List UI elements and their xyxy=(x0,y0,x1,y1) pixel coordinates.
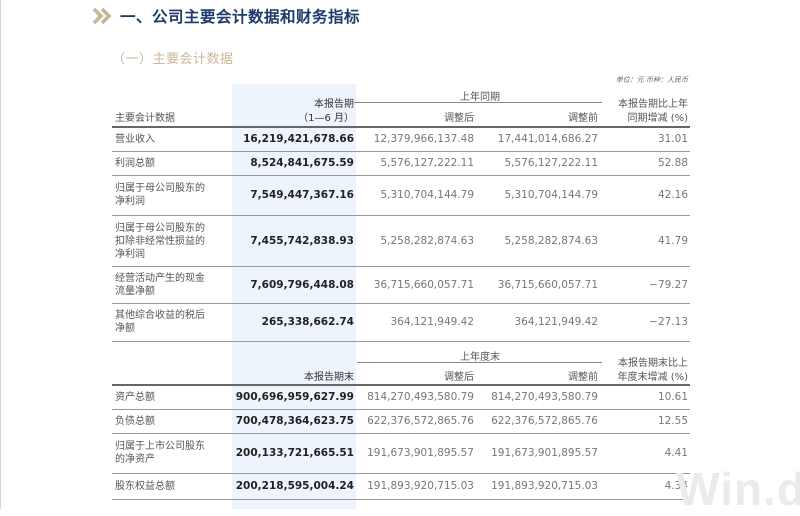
before-adjust-value: 191,893,920,715.03 xyxy=(491,480,598,492)
current-value: 7,455,742,838.93 xyxy=(250,235,354,247)
row-label: 负债总额 xyxy=(115,415,155,427)
table-rule xyxy=(112,384,690,386)
adjusted-value: 191,673,901,895.57 xyxy=(367,447,474,459)
header-group-rule xyxy=(357,362,602,363)
adjusted-value: 5,310,704,144.79 xyxy=(380,189,474,201)
change-percent: 4.34 xyxy=(664,480,688,492)
row-label: 营业收入 xyxy=(115,133,155,145)
row-label: 归属于母公司股东的 净利润 xyxy=(115,183,205,207)
before-adjust-value: 5,258,282,874.63 xyxy=(504,235,598,247)
current-value: 200,218,595,004.24 xyxy=(235,480,354,492)
adjusted-value: 36,715,660,057.71 xyxy=(373,279,474,291)
row-label: 资产总额 xyxy=(115,391,155,403)
row-label: 归属于上市公司股东 的净资产 xyxy=(115,441,205,465)
section-heading: 一、公司主要会计数据和财务指标 xyxy=(92,4,360,28)
header-current-period-range: （1—6 月） xyxy=(298,113,354,124)
before-adjust-value: 814,270,493,580.79 xyxy=(491,391,598,403)
table-row: 归属于母公司股东的 净利润 7,549,447,367.16 5,310,704… xyxy=(112,176,690,214)
table-rule xyxy=(112,303,690,304)
change-percent: −27.13 xyxy=(649,316,688,328)
table-rule xyxy=(112,499,690,500)
section-title: 一、公司主要会计数据和财务指标 xyxy=(120,8,361,26)
change-percent: 4.41 xyxy=(664,447,688,459)
current-period-column-highlight xyxy=(232,84,356,509)
row-label: 利润总额 xyxy=(115,157,155,169)
before-adjust-value: 5,576,127,222.11 xyxy=(504,157,598,169)
table-row: 经营活动产生的现金 流量净额 7,609,796,448.08 36,715,6… xyxy=(112,267,690,303)
before-adjust-value: 191,673,901,895.57 xyxy=(491,447,598,459)
before-adjust-value: 5,310,704,144.79 xyxy=(504,189,598,201)
row-label: 归属于母公司股东的 扣除非经常性损益的 净利润 xyxy=(115,222,205,260)
table-row: 资产总额 900,696,959,627.99 814,270,493,580.… xyxy=(112,386,690,408)
current-value: 200,133,721,665.51 xyxy=(235,447,354,459)
before-adjust-value: 17,441,014,686.27 xyxy=(497,133,598,145)
adjusted-value: 5,576,127,222.11 xyxy=(380,157,474,169)
change-percent: 41.79 xyxy=(657,235,688,247)
adjusted-value: 12,379,966,137.48 xyxy=(373,133,474,145)
page-left-border xyxy=(0,0,1,509)
before-adjust-value: 622,376,572,865.76 xyxy=(491,415,598,427)
adjusted-value: 191,893,920,715.03 xyxy=(367,480,474,492)
table-row: 其他综合收益的税后 净额 265,338,662.74 364,121,949.… xyxy=(112,304,690,340)
change-percent: 52.88 xyxy=(657,157,688,169)
header-change-unit: 年度末增减 (%) xyxy=(617,372,688,383)
adjusted-value: 5,258,282,874.63 xyxy=(380,235,474,247)
table-rule xyxy=(112,215,690,216)
header-change-unit: 同期增减 (%) xyxy=(627,113,688,124)
table-rule xyxy=(112,266,690,267)
change-percent: 31.01 xyxy=(657,133,688,145)
adjusted-value: 814,270,493,580.79 xyxy=(367,391,474,403)
before-adjust-value: 36,715,660,057.71 xyxy=(497,279,598,291)
adjusted-value: 364,121,949.42 xyxy=(390,316,475,328)
table-row: 归属于母公司股东的 扣除非经常性损益的 净利润 7,455,742,838.93… xyxy=(112,216,690,266)
header-prior-year-end: 上年度末 xyxy=(460,352,500,363)
table-row: 归属于上市公司股东 的净资产 200,133,721,665.51 191,67… xyxy=(112,434,690,472)
table-rule xyxy=(112,341,690,342)
header-prior-period: 上年同期 xyxy=(460,92,500,103)
current-value: 700,478,364,623.75 xyxy=(235,415,354,427)
current-value: 16,219,421,678.66 xyxy=(243,133,354,145)
header-change: 本报告期末比上 xyxy=(618,358,688,369)
change-percent: −79.27 xyxy=(649,279,688,291)
row-label: 经营活动产生的现金 流量净额 xyxy=(115,273,205,297)
header-item: 主要会计数据 xyxy=(115,113,175,124)
change-percent: 12.55 xyxy=(657,415,688,427)
watermark: Win.d xyxy=(676,463,800,515)
adjusted-value: 622,376,572,865.76 xyxy=(367,415,474,427)
current-value: 7,609,796,448.08 xyxy=(250,279,354,291)
current-value: 7,549,447,367.16 xyxy=(250,189,354,201)
header-before-adjust: 调整前 xyxy=(568,113,598,124)
before-adjust-value: 364,121,949.42 xyxy=(514,316,599,328)
header-period-end: 本报告期末 xyxy=(304,372,354,383)
table-rule xyxy=(112,175,690,176)
subsection-title: （一）主要会计数据 xyxy=(112,52,234,67)
table-row: 利润总额 8,524,841,675.59 5,576,127,222.11 5… xyxy=(112,152,690,174)
row-label: 股东权益总额 xyxy=(115,480,175,492)
table-rule xyxy=(112,473,690,474)
change-percent: 10.61 xyxy=(657,391,688,403)
double-chevron-right-icon xyxy=(92,7,112,25)
row-label: 其他综合收益的税后 净额 xyxy=(115,310,205,334)
header-connector-rule xyxy=(354,102,360,103)
header-group-rule xyxy=(357,102,602,103)
current-value: 265,338,662.74 xyxy=(261,316,354,328)
change-percent: 42.16 xyxy=(657,189,688,201)
current-value: 8,524,841,675.59 xyxy=(250,157,354,169)
header-adjusted: 调整后 xyxy=(444,372,474,383)
header-change: 本报告期比上年 xyxy=(618,99,688,110)
header-before-adjust: 调整前 xyxy=(568,372,598,383)
header-current-period: 本报告期 xyxy=(314,99,354,110)
table-rule xyxy=(112,151,690,152)
table-rule xyxy=(112,409,690,410)
current-value: 900,696,959,627.99 xyxy=(235,391,354,403)
unit-note: 单位：元 币种：人民币 xyxy=(615,76,688,84)
table-rule xyxy=(112,126,690,128)
header-adjusted: 调整后 xyxy=(444,113,474,124)
table-row: 股东权益总额 200,218,595,004.24 191,893,920,71… xyxy=(112,474,690,498)
table-row: 负债总额 700,478,364,623.75 622,376,572,865.… xyxy=(112,410,690,432)
table-row: 营业收入 16,219,421,678.66 12,379,966,137.48… xyxy=(112,128,690,150)
table-rule xyxy=(112,433,690,434)
